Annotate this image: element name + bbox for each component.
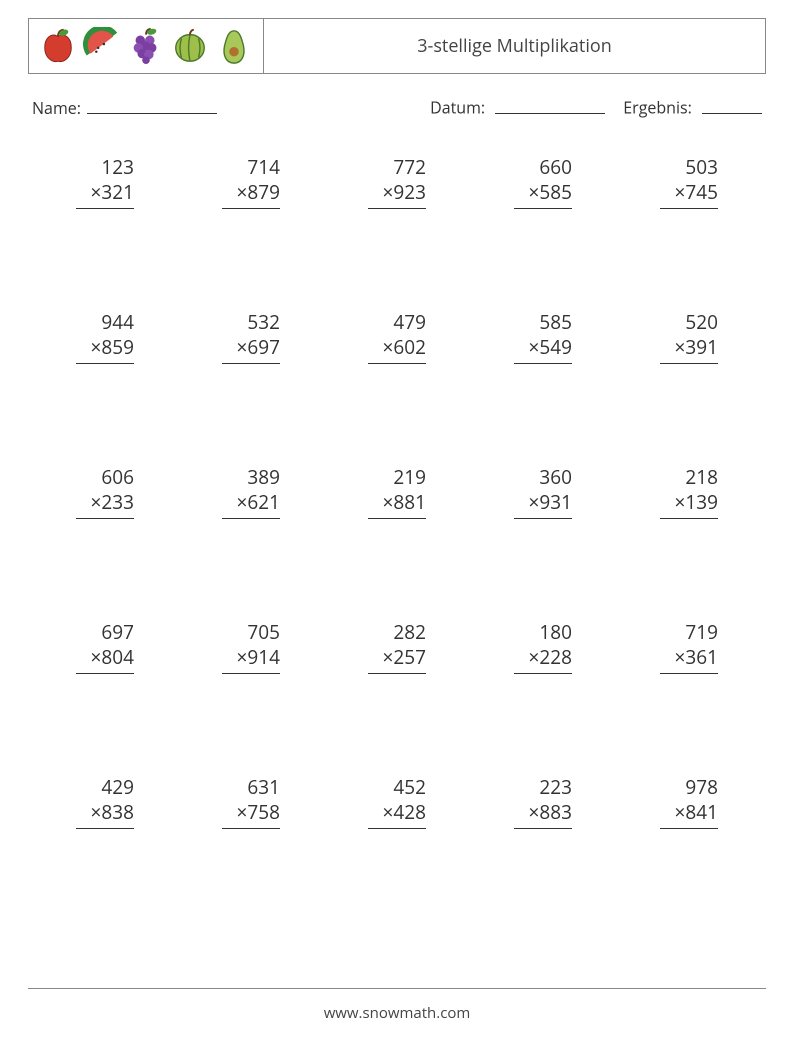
multiplicand: 585 bbox=[514, 310, 572, 336]
multiplicand: 631 bbox=[222, 775, 280, 801]
multiplication-problem: 944×859 bbox=[32, 310, 178, 465]
multiplicand: 520 bbox=[660, 310, 718, 336]
multiplication-problem: 282×257 bbox=[324, 620, 470, 775]
multiplier: ×923 bbox=[368, 180, 426, 209]
multiplicand: 282 bbox=[368, 620, 426, 646]
multiplier: ×745 bbox=[660, 180, 718, 209]
apple-icon bbox=[39, 27, 77, 65]
multiplicand: 452 bbox=[368, 775, 426, 801]
grapes-icon bbox=[127, 27, 165, 65]
multiplication-problem: 429×838 bbox=[32, 775, 178, 930]
multiplicand: 944 bbox=[76, 310, 134, 336]
multiplication-problem: 180×228 bbox=[470, 620, 616, 775]
multiplication-problem: 585×549 bbox=[470, 310, 616, 465]
multiplier: ×838 bbox=[76, 800, 134, 829]
result-blank[interactable] bbox=[702, 96, 762, 114]
avocado-icon bbox=[215, 27, 253, 65]
multiplier: ×228 bbox=[514, 645, 572, 674]
multiplicand: 606 bbox=[76, 465, 134, 491]
multiplication-problem: 520×391 bbox=[616, 310, 762, 465]
multiplicand: 218 bbox=[660, 465, 718, 491]
problems-grid: 123×321714×879772×923660×585503×745944×8… bbox=[28, 155, 766, 930]
footer-divider bbox=[28, 988, 766, 989]
multiplicand: 503 bbox=[660, 155, 718, 181]
header-icons bbox=[29, 19, 264, 73]
multiplier: ×321 bbox=[76, 180, 134, 209]
multiplicand: 479 bbox=[368, 310, 426, 336]
multiplication-problem: 660×585 bbox=[470, 155, 616, 310]
multiplier: ×602 bbox=[368, 335, 426, 364]
multiplication-problem: 452×428 bbox=[324, 775, 470, 930]
multiplier: ×931 bbox=[514, 490, 572, 519]
multiplier: ×233 bbox=[76, 490, 134, 519]
multiplicand: 180 bbox=[514, 620, 572, 646]
multiplicand: 978 bbox=[660, 775, 718, 801]
header: 3-stellige Multiplikation bbox=[28, 18, 766, 74]
multiplier: ×549 bbox=[514, 335, 572, 364]
multiplicand: 219 bbox=[368, 465, 426, 491]
multiplication-problem: 978×841 bbox=[616, 775, 762, 930]
date-blank[interactable] bbox=[495, 96, 605, 114]
multiplication-problem: 631×758 bbox=[178, 775, 324, 930]
multiplier: ×257 bbox=[368, 645, 426, 674]
multiplication-problem: 532×697 bbox=[178, 310, 324, 465]
multiplication-problem: 123×321 bbox=[32, 155, 178, 310]
multiplier: ×621 bbox=[222, 490, 280, 519]
melon-icon bbox=[171, 27, 209, 65]
multiplicand: 123 bbox=[76, 155, 134, 181]
meta-row: Name: Datum: Ergebnis: bbox=[28, 96, 766, 119]
multiplier: ×139 bbox=[660, 490, 718, 519]
multiplier: ×391 bbox=[660, 335, 718, 364]
multiplicand: 772 bbox=[368, 155, 426, 181]
watermelon-slice-icon bbox=[83, 27, 121, 65]
multiplication-problem: 606×233 bbox=[32, 465, 178, 620]
multiplication-problem: 479×602 bbox=[324, 310, 470, 465]
multiplication-problem: 389×621 bbox=[178, 465, 324, 620]
multiplier: ×804 bbox=[76, 645, 134, 674]
multiplication-problem: 360×931 bbox=[470, 465, 616, 620]
multiplicand: 719 bbox=[660, 620, 718, 646]
multiplicand: 660 bbox=[514, 155, 572, 181]
multiplier: ×758 bbox=[222, 800, 280, 829]
multiplier: ×859 bbox=[76, 335, 134, 364]
multiplicand: 532 bbox=[222, 310, 280, 336]
multiplication-problem: 772×923 bbox=[324, 155, 470, 310]
multiplication-problem: 219×881 bbox=[324, 465, 470, 620]
multiplication-problem: 503×745 bbox=[616, 155, 762, 310]
multiplier: ×914 bbox=[222, 645, 280, 674]
multiplicand: 223 bbox=[514, 775, 572, 801]
multiplier: ×883 bbox=[514, 800, 572, 829]
name-label: Name: bbox=[32, 97, 81, 119]
name-blank[interactable] bbox=[87, 96, 217, 114]
multiplier: ×428 bbox=[368, 800, 426, 829]
date-label: Datum: bbox=[430, 97, 485, 119]
multiplication-problem: 705×914 bbox=[178, 620, 324, 775]
multiplier: ×841 bbox=[660, 800, 718, 829]
multiplier: ×697 bbox=[222, 335, 280, 364]
multiplicand: 705 bbox=[222, 620, 280, 646]
multiplication-problem: 697×804 bbox=[32, 620, 178, 775]
multiplier: ×585 bbox=[514, 180, 572, 209]
multiplication-problem: 218×139 bbox=[616, 465, 762, 620]
multiplication-problem: 714×879 bbox=[178, 155, 324, 310]
multiplicand: 714 bbox=[222, 155, 280, 181]
multiplicand: 429 bbox=[76, 775, 134, 801]
multiplicand: 697 bbox=[76, 620, 134, 646]
multiplication-problem: 719×361 bbox=[616, 620, 762, 775]
worksheet-title: 3-stellige Multiplikation bbox=[264, 19, 765, 73]
result-label: Ergebnis: bbox=[623, 97, 692, 119]
multiplicand: 360 bbox=[514, 465, 572, 491]
multiplicand: 389 bbox=[222, 465, 280, 491]
multiplier: ×361 bbox=[660, 645, 718, 674]
multiplication-problem: 223×883 bbox=[470, 775, 616, 930]
multiplier: ×879 bbox=[222, 180, 280, 209]
footer-text: www.snowmath.com bbox=[0, 1003, 794, 1023]
multiplier: ×881 bbox=[368, 490, 426, 519]
